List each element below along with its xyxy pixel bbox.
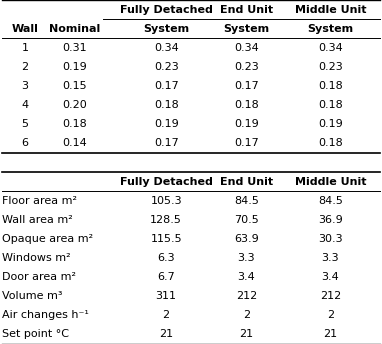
Text: 0.34: 0.34	[234, 43, 259, 53]
Text: 3: 3	[21, 81, 28, 91]
Text: 0.34: 0.34	[154, 43, 178, 53]
Text: 21: 21	[240, 330, 253, 340]
Text: Set point °C: Set point °C	[2, 330, 69, 340]
Text: 21: 21	[324, 330, 337, 340]
Text: Fully Detached: Fully Detached	[120, 4, 213, 14]
Text: Volume m³: Volume m³	[2, 291, 62, 301]
Text: 0.34: 0.34	[318, 43, 343, 53]
Text: 0.19: 0.19	[318, 119, 343, 129]
Text: 2: 2	[163, 310, 170, 320]
Text: Middle Unit: Middle Unit	[295, 176, 366, 186]
Text: End Unit: End Unit	[220, 176, 273, 186]
Text: 0.20: 0.20	[62, 100, 87, 110]
Text: Middle Unit: Middle Unit	[295, 4, 366, 14]
Text: System: System	[143, 24, 189, 34]
Text: 0.18: 0.18	[234, 100, 259, 110]
Text: 2: 2	[327, 310, 334, 320]
Text: 0.15: 0.15	[62, 81, 87, 91]
Text: Door area m²: Door area m²	[2, 272, 76, 282]
Text: 0.17: 0.17	[154, 138, 178, 148]
Text: 2: 2	[21, 62, 28, 72]
Text: Air changes h⁻¹: Air changes h⁻¹	[2, 310, 89, 320]
Text: 5: 5	[21, 119, 28, 129]
Text: 115.5: 115.5	[151, 234, 182, 244]
Text: 0.18: 0.18	[318, 100, 343, 110]
Text: 0.17: 0.17	[154, 81, 178, 91]
Text: Windows m²: Windows m²	[2, 253, 71, 263]
Text: 0.18: 0.18	[62, 119, 87, 129]
Text: 4: 4	[21, 100, 28, 110]
Text: Opaque area m²: Opaque area m²	[2, 234, 93, 244]
Text: 0.18: 0.18	[318, 138, 343, 148]
Text: Wall area m²: Wall area m²	[2, 215, 73, 225]
Text: Nominal: Nominal	[49, 24, 100, 34]
Text: 0.23: 0.23	[318, 62, 343, 72]
Text: Fully Detached: Fully Detached	[120, 176, 213, 186]
Text: 30.3: 30.3	[318, 234, 343, 244]
Text: 6: 6	[21, 138, 28, 148]
Text: 212: 212	[320, 291, 341, 301]
Text: 63.9: 63.9	[234, 234, 259, 244]
Text: 0.19: 0.19	[234, 119, 259, 129]
Text: 1: 1	[21, 43, 28, 53]
Text: 0.17: 0.17	[234, 81, 259, 91]
Text: End Unit: End Unit	[220, 4, 273, 14]
Text: 0.18: 0.18	[154, 100, 178, 110]
Text: 2: 2	[243, 310, 250, 320]
Text: 6.7: 6.7	[157, 272, 175, 282]
Text: 70.5: 70.5	[234, 215, 259, 225]
Text: 0.18: 0.18	[318, 81, 343, 91]
Text: Floor area m²: Floor area m²	[2, 196, 77, 206]
Text: System: System	[308, 24, 353, 34]
Text: 84.5: 84.5	[234, 196, 259, 206]
Text: 84.5: 84.5	[318, 196, 343, 206]
Text: 311: 311	[156, 291, 176, 301]
Text: 0.23: 0.23	[154, 62, 178, 72]
Text: 36.9: 36.9	[318, 215, 343, 225]
Text: 0.19: 0.19	[62, 62, 87, 72]
Text: 3.4: 3.4	[322, 272, 339, 282]
Text: 0.23: 0.23	[234, 62, 259, 72]
Text: 0.31: 0.31	[62, 43, 87, 53]
Text: 105.3: 105.3	[151, 196, 182, 206]
Text: 3.4: 3.4	[238, 272, 255, 282]
Text: 0.14: 0.14	[62, 138, 87, 148]
Text: 3.3: 3.3	[238, 253, 255, 263]
Text: 3.3: 3.3	[322, 253, 339, 263]
Text: 212: 212	[236, 291, 257, 301]
Text: 0.17: 0.17	[234, 138, 259, 148]
Text: 6.3: 6.3	[157, 253, 175, 263]
Text: 21: 21	[159, 330, 173, 340]
Text: Wall: Wall	[11, 24, 38, 34]
Text: 128.5: 128.5	[150, 215, 182, 225]
Text: 0.19: 0.19	[154, 119, 178, 129]
Text: System: System	[223, 24, 269, 34]
